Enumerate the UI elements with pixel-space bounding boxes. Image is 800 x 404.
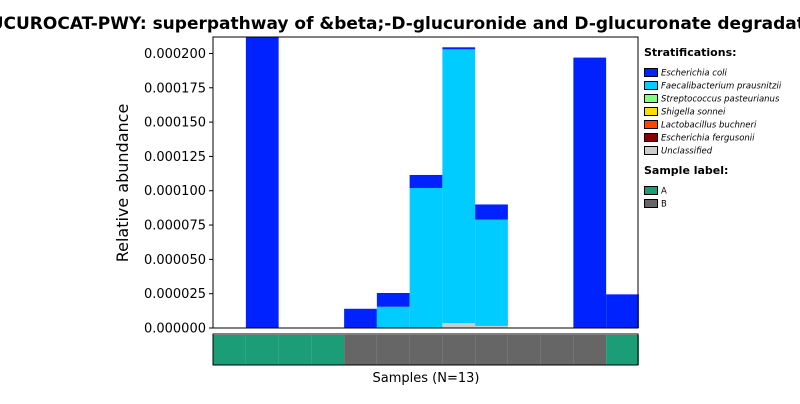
sample-label-cell-2 (245, 335, 279, 365)
legend-entry-label: Escherichia coli (661, 69, 728, 79)
bar-segment-sample-6-series-1 (376, 306, 410, 328)
legend-entry-label: Escherichia fergusonii (661, 134, 755, 144)
bar-segment-sample-7-series-2 (409, 174, 443, 188)
bar-segment-sample-8-series-0 (442, 323, 476, 328)
sample-label-cell-8 (442, 335, 476, 365)
bar-segment-sample-8-series-1 (442, 49, 476, 324)
y-axis-label: Relative abundance (113, 104, 132, 263)
chart-title: GLUCUROCAT-PWY: superpathway of &beta;-D… (0, 14, 800, 34)
legend-swatch (644, 81, 658, 90)
bar-segment-sample-6-series-2 (376, 293, 410, 307)
legend-sample-swatch (644, 199, 658, 208)
bar-segment-sample-9-series-0 (475, 325, 508, 328)
sample-label-cell-11 (540, 335, 574, 365)
bar-segment-sample-9-series-1 (475, 219, 508, 326)
sample-label-cell-9 (475, 335, 508, 365)
legend-entry-label: Streptococcus pasteurianus (661, 95, 780, 105)
legend-sample-swatch (644, 186, 658, 195)
x-axis-label: Samples (N=13) (373, 371, 480, 386)
y-tick-label: 0.000200 (144, 47, 206, 62)
sample-label-cell-12 (573, 335, 607, 365)
bar-segment-sample-5-series-2 (344, 308, 377, 328)
legend-swatch (644, 120, 658, 129)
y-tick-label: 0.000100 (144, 184, 206, 199)
legend-sample-label: B (661, 200, 667, 210)
legend-swatch (644, 146, 658, 155)
plot-frame (212, 36, 639, 329)
legend: Stratifications: Sample label: Escherich… (644, 46, 782, 210)
legend-swatch (644, 133, 658, 142)
sample-label-cell-1 (213, 335, 246, 365)
legend-sample-label: A (661, 187, 667, 197)
legend-entry-label: Lactobacillus buchneri (661, 121, 757, 131)
legend-stratifications-title: Stratifications: (644, 46, 737, 59)
y-tick-label: 0.000075 (144, 219, 206, 234)
bar-segment-sample-8-series-2 (442, 47, 476, 50)
sample-label-cell-5 (344, 335, 377, 365)
sample-label-cell-4 (311, 335, 345, 365)
sample-label-cell-7 (409, 335, 443, 365)
sample-label-cell-3 (278, 335, 312, 365)
bar-segment-sample-12-series-2 (573, 57, 607, 329)
y-tick-label: 0.000150 (144, 116, 206, 131)
y-tick-label: 0.000175 (144, 81, 206, 96)
legend-swatch (644, 94, 658, 103)
sample-label-cell-10 (507, 335, 541, 365)
y-tick-label: 0.000025 (144, 287, 206, 302)
sample-label-cell-13 (606, 335, 639, 365)
legend-entry-label: Unclassified (661, 147, 713, 157)
legend-entry-label: Faecalibacterium prausnitzii (661, 82, 782, 92)
sample-label-strip-frame (212, 333, 639, 366)
legend-swatch (644, 107, 658, 116)
y-tick-label: 0.000000 (144, 322, 206, 337)
legend-sample-label-title: Sample label: (644, 164, 728, 177)
legend-entry-label: Shigella sonnei (661, 108, 726, 118)
bar-segment-sample-13-series-2 (606, 294, 639, 328)
y-tick-label: 0.000050 (144, 253, 206, 268)
y-tick-label: 0.000125 (144, 150, 206, 165)
bar-segment-sample-7-series-1 (409, 187, 443, 328)
bar-segment-sample-9-series-2 (475, 204, 508, 220)
sample-label-cell-6 (376, 335, 410, 365)
bar-segment-sample-2-series-2 (245, 37, 279, 328)
legend-swatch (644, 68, 658, 77)
